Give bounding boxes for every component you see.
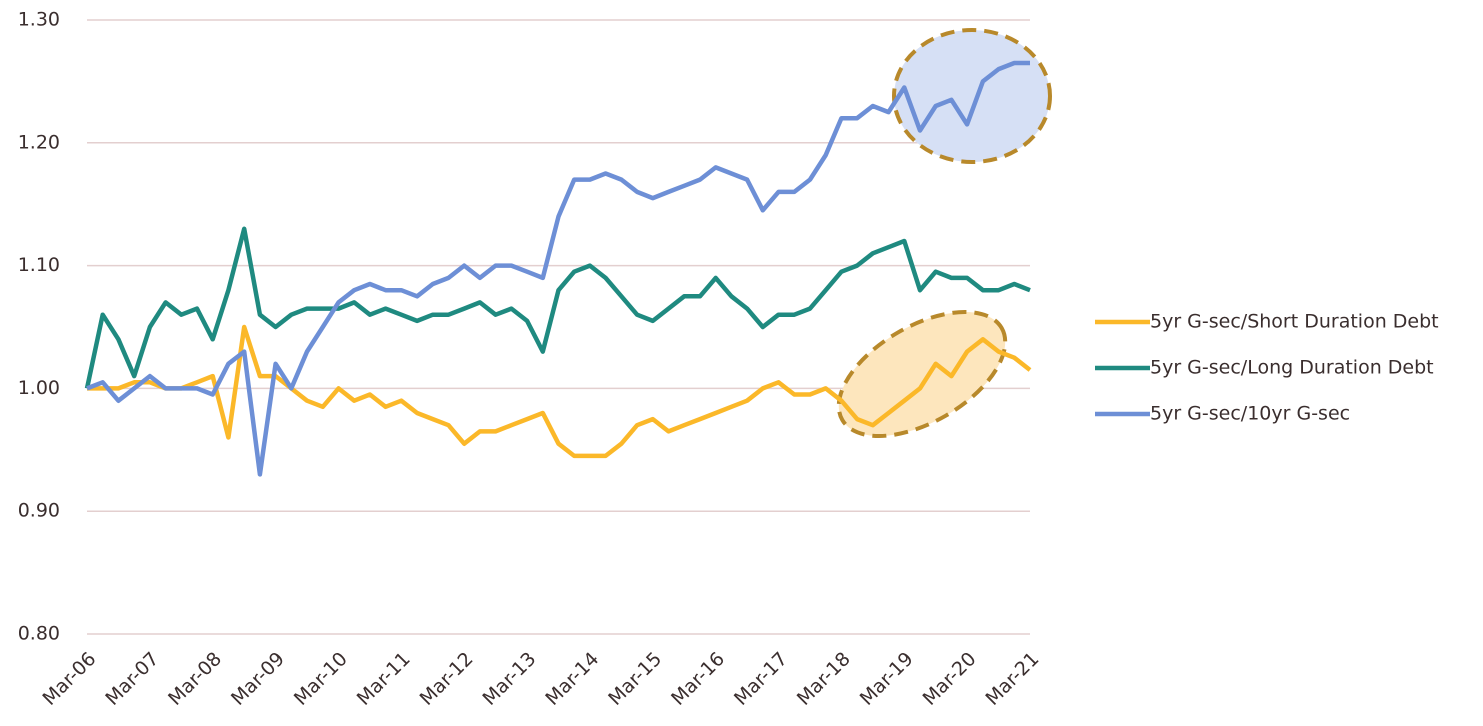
x-tick-label: Mar-06 bbox=[38, 648, 100, 710]
x-tick-label: Mar-17 bbox=[730, 648, 792, 710]
legend-label: 5yr G-sec/10yr G-sec bbox=[1150, 403, 1350, 425]
y-tick-label: 0.80 bbox=[18, 623, 60, 645]
x-tick-label: Mar-21 bbox=[981, 648, 1043, 710]
y-tick-label: 1.20 bbox=[18, 131, 60, 153]
y-tick-label: 0.90 bbox=[18, 500, 60, 522]
x-tick-label: Mar-11 bbox=[353, 648, 415, 710]
x-tick-label: Mar-15 bbox=[604, 648, 666, 710]
x-tick-label: Mar-07 bbox=[101, 648, 163, 710]
x-tick-label: Mar-19 bbox=[856, 648, 918, 710]
x-tick-label: Mar-16 bbox=[667, 648, 729, 710]
highlight-ellipse bbox=[892, 28, 1052, 164]
line-series bbox=[86, 60, 1030, 477]
line-series bbox=[84, 226, 1031, 389]
y-tick-label: 1.00 bbox=[18, 377, 60, 399]
x-tick-label: Mar-10 bbox=[290, 648, 352, 710]
x-tick-label: Mar-12 bbox=[416, 648, 478, 710]
legend-label: 5yr G-sec/Long Duration Debt bbox=[1150, 357, 1434, 379]
legend-label: 5yr G-sec/Short Duration Debt bbox=[1150, 311, 1439, 333]
highlight-ellipse bbox=[836, 310, 1008, 438]
grid bbox=[87, 19, 1030, 635]
x-tick-label: Mar-09 bbox=[227, 648, 289, 710]
x-tick-label: Mar-14 bbox=[541, 648, 603, 710]
y-tick-label: 1.30 bbox=[18, 9, 60, 31]
x-tick-label: Mar-18 bbox=[793, 648, 855, 710]
line-series bbox=[87, 324, 1032, 459]
x-tick-label: Mar-08 bbox=[164, 648, 226, 710]
x-tick-label: Mar-13 bbox=[478, 648, 540, 710]
y-tick-label: 1.10 bbox=[18, 254, 60, 276]
x-tick-label: Mar-20 bbox=[919, 648, 981, 710]
